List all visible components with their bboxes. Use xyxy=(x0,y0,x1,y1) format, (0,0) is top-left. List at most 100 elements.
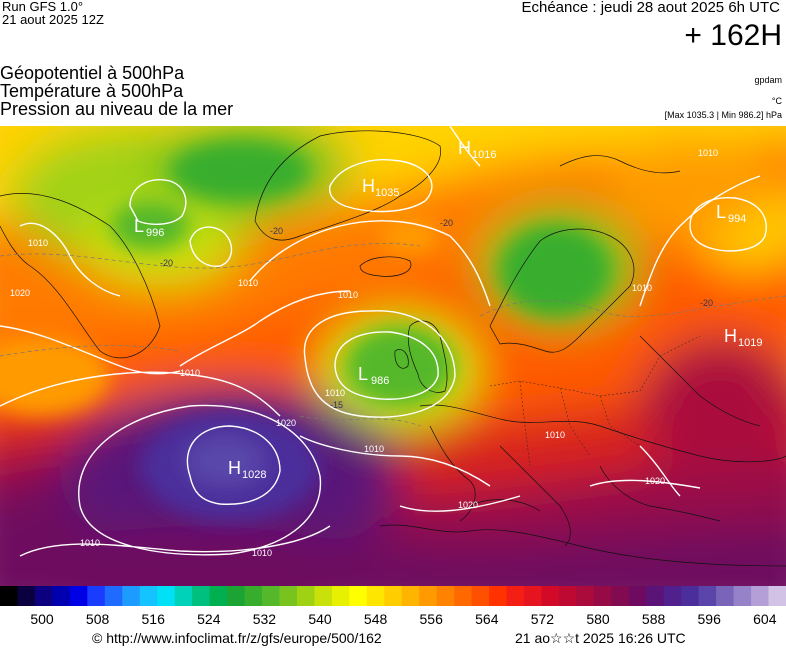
isotherm-label: -15 xyxy=(330,400,343,410)
cores xyxy=(0,141,610,521)
isotherm-label: -20 xyxy=(440,218,453,228)
scale-swatch xyxy=(646,586,665,606)
scale-swatch xyxy=(52,586,71,606)
scale-swatch xyxy=(681,586,700,606)
scale-swatch xyxy=(296,586,315,606)
svg-text:H: H xyxy=(724,326,737,346)
scale-tick-label: 548 xyxy=(363,611,388,627)
title-geopotential: Géopotentiel à 500hPa xyxy=(0,63,185,83)
scale-swatch xyxy=(17,586,36,606)
scale-swatch xyxy=(558,586,577,606)
svg-text:1028: 1028 xyxy=(242,469,266,481)
scale-swatch xyxy=(524,586,542,606)
isobar-label: 1010 xyxy=(364,444,384,454)
unit-pressure: [Max 1035.3 | Min 986.2] hPa xyxy=(664,110,782,120)
scale-swatch xyxy=(663,586,682,606)
scale-swatch xyxy=(209,586,228,606)
scale-swatch xyxy=(366,586,385,606)
title-temperature: Température à 500hPa xyxy=(0,81,184,101)
low-996: L 996 xyxy=(134,216,164,239)
high-1016: H 1016 xyxy=(458,138,496,161)
scale-tick-label: 532 xyxy=(252,611,277,627)
isobar-label: 1010 xyxy=(180,368,200,378)
map-titles: Géopotentiel à 500hPa Température à 500h… xyxy=(0,64,233,118)
scale-tick-label: 580 xyxy=(586,611,610,627)
scale-swatch xyxy=(174,586,193,606)
scale-swatch xyxy=(768,586,786,606)
scale-swatch xyxy=(262,586,280,606)
scale-swatch xyxy=(436,586,455,606)
scale-tick-label: 588 xyxy=(641,611,666,627)
scale-tick-label: 540 xyxy=(308,611,332,627)
svg-text:1019: 1019 xyxy=(738,337,762,349)
low-986: L 986 xyxy=(358,364,389,387)
forecast-valid-time: Echéance : jeudi 28 aout 2025 6h UTC xyxy=(521,0,780,16)
scale-swatch xyxy=(454,586,473,606)
high-1035: H 1035 xyxy=(362,176,399,199)
scale-swatch xyxy=(279,586,298,606)
scale-swatch xyxy=(157,586,176,606)
high-1019: H 1019 xyxy=(724,326,762,349)
scale-swatch xyxy=(349,586,368,606)
svg-text:L: L xyxy=(358,364,368,384)
scale-swatch xyxy=(331,586,350,606)
isobar-label: 1010 xyxy=(632,283,652,293)
weather-map: L 996 H 1035 H 1016 L 994 H 1019 L 986 H 1028 1… xyxy=(0,126,786,586)
isobar-label: 1010 xyxy=(252,548,272,558)
isobar-label: 1010 xyxy=(238,278,258,288)
isobar-label: 1010 xyxy=(545,430,565,440)
run-date: 21 aout 2025 12Z xyxy=(2,12,104,27)
scale-tick-label: 524 xyxy=(197,611,221,627)
isotherms xyxy=(0,243,786,427)
unit-geopotential: gpdam xyxy=(754,75,782,85)
run-info: Run GFS 1.0° 21 aout 2025 12Z xyxy=(2,0,104,26)
isobar-label: 1020 xyxy=(10,288,30,298)
credit-url: © http://www.infoclimat.fr/z/gfs/europe/… xyxy=(92,630,382,646)
lead-time: + 162H xyxy=(684,19,782,52)
scale-swatch xyxy=(192,586,211,606)
scale-swatch xyxy=(69,586,88,606)
scale-swatch xyxy=(401,586,420,606)
scale-swatch xyxy=(733,586,752,606)
svg-text:986: 986 xyxy=(371,375,389,387)
scale-swatch xyxy=(139,586,158,606)
isotherm-label: -20 xyxy=(700,298,713,308)
svg-text:H: H xyxy=(458,138,471,158)
scale-swatch xyxy=(314,586,333,606)
svg-text:1016: 1016 xyxy=(472,149,496,161)
svg-text:L: L xyxy=(134,216,144,236)
scale-swatch xyxy=(751,586,770,606)
isobar-label: 1020 xyxy=(276,418,296,428)
svg-text:L: L xyxy=(716,202,726,222)
borders xyxy=(489,335,701,467)
scale-tick-label: 556 xyxy=(419,611,443,627)
scale-tick-label: 596 xyxy=(697,611,721,627)
scale-swatch xyxy=(698,586,717,606)
svg-text:994: 994 xyxy=(728,213,746,225)
low-994: L 994 xyxy=(716,202,746,225)
isobar-label: 1010 xyxy=(698,148,718,158)
coastlines xyxy=(0,130,786,567)
scale-swatch xyxy=(628,586,647,606)
scale-swatch xyxy=(419,586,438,606)
pressure-centers: L 996 H 1035 H 1016 L 994 H 1019 L 986 H 1028 xyxy=(134,138,762,481)
isotherm-label: -20 xyxy=(270,226,283,236)
isobar-label: 1020 xyxy=(645,476,665,486)
isobar-label: 1010 xyxy=(28,238,48,248)
generated-timestamp: 21 ao☆☆t 2025 16:26 UTC xyxy=(515,630,686,646)
scale-swatch xyxy=(227,586,246,606)
scale-swatch xyxy=(611,586,630,606)
scale-swatch xyxy=(576,586,595,606)
svg-text:H: H xyxy=(362,176,375,196)
scale-tick-label: 572 xyxy=(530,611,555,627)
scale-swatch xyxy=(122,586,141,606)
run-label: Run GFS 1.0° xyxy=(2,0,84,14)
scale-tick-label: 564 xyxy=(475,611,499,627)
scale-swatch xyxy=(716,586,735,606)
scale-tick-label: 516 xyxy=(141,611,165,627)
scale-swatch xyxy=(244,586,263,606)
isobar-labels: 1010 1020 1010 1010 1020 1010 1010 1020 1020 1010… xyxy=(10,148,718,558)
isobar-label: 1010 xyxy=(325,388,345,398)
scale-swatch xyxy=(0,586,18,606)
scale-tick-label: 604 xyxy=(753,611,777,627)
